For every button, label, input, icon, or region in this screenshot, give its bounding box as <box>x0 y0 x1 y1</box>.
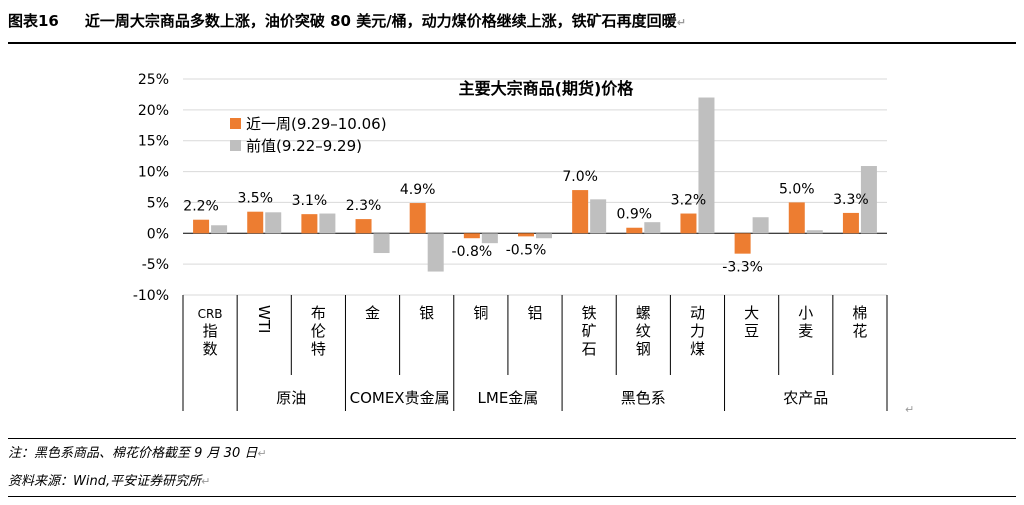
category-label: CRB 指数 <box>198 307 223 358</box>
bar-recent <box>355 219 372 234</box>
bar-previous <box>536 233 552 239</box>
bar-recent <box>463 233 480 239</box>
bar-previous <box>373 233 390 254</box>
bar-previous <box>427 233 444 272</box>
bar-recent <box>301 214 318 234</box>
bar-recent <box>193 219 210 234</box>
legend-label-previous: 前值(9.22–9.29) <box>246 137 362 155</box>
category-label: 铜 <box>473 304 488 322</box>
bar-recent <box>626 227 643 234</box>
data-label: 0.9% <box>617 207 653 223</box>
group-label: 黑色系 <box>621 389 666 407</box>
bar-recent <box>680 213 697 234</box>
bar-recent <box>409 203 426 234</box>
bar-previous <box>319 213 336 234</box>
bar-previous <box>265 212 282 234</box>
bottom-rule <box>8 496 1016 497</box>
data-label: 2.2% <box>183 199 219 215</box>
footnote-source: 资料来源：Wind,平安证券研究所↵ <box>8 474 211 489</box>
bar-previous <box>590 199 607 234</box>
y-tick-label: 15% <box>138 134 169 150</box>
category-label: 铝 <box>527 304 542 322</box>
header-rule <box>8 42 1016 44</box>
y-tick-label: -5% <box>142 257 169 273</box>
category-label: 金 <box>365 304 380 322</box>
bar-previous <box>752 217 769 234</box>
paragraph-mark-icon: ↵ <box>257 447 267 460</box>
figure-title: 近一周大宗商品多数上涨，油价突破 80 美元/桶，动力煤价格继续上涨，铁矿石再度… <box>84 12 677 30</box>
data-label: 3.5% <box>237 191 273 207</box>
category-label: 动力煤 <box>690 304 705 358</box>
category-label: 大豆 <box>744 304 759 340</box>
bar-recent <box>788 202 805 234</box>
category-label: 铁矿石 <box>582 304 597 358</box>
legend-swatch-previous <box>230 140 241 151</box>
data-label: 4.9% <box>400 182 436 198</box>
group-label: 农产品 <box>783 389 828 407</box>
category-label: 布伦特 <box>311 304 326 358</box>
group-label: 原油 <box>276 389 306 407</box>
chart-title: 主要大宗商品(期货)价格 <box>459 79 635 98</box>
category-label: 银 <box>419 304 434 322</box>
paragraph-mark-icon: ↵ <box>201 475 211 488</box>
group-label: LME金属 <box>478 389 539 407</box>
data-label: 3.3% <box>833 192 869 208</box>
data-label: -0.8% <box>452 244 493 260</box>
data-label: 3.1% <box>292 193 328 209</box>
paragraph-mark-icon: ↵ <box>676 16 686 29</box>
data-label: 3.2% <box>671 193 707 209</box>
data-label: -3.3% <box>722 260 763 276</box>
bar-previous <box>211 225 228 234</box>
bar-recent <box>518 233 534 237</box>
legend-label-recent: 近一周(9.29–10.06) <box>246 115 387 133</box>
legend-swatch-recent <box>230 118 241 129</box>
bar-recent <box>572 190 589 234</box>
y-tick-label: 20% <box>138 103 169 119</box>
data-label: 5.0% <box>779 181 815 197</box>
data-label: 7.0% <box>562 169 598 185</box>
figure-header: 图表16 近一周大宗商品多数上涨，油价突破 80 美元/桶，动力煤价格继续上涨，铁… <box>8 4 1024 38</box>
bar-previous <box>806 230 823 234</box>
bar-previous <box>481 233 498 244</box>
category-label: 小麦 <box>798 304 813 340</box>
group-label: COMEX贵金属 <box>350 389 450 407</box>
category-label: 棉花 <box>852 304 867 340</box>
footnote-note: 注：黑色系商品、棉花价格截至 9 月 30 日↵ <box>8 446 267 461</box>
paragraph-mark-icon: ↵ <box>905 403 914 416</box>
y-tick-label: 25% <box>138 72 169 88</box>
y-tick-label: 0% <box>147 226 169 242</box>
category-label: WTI <box>255 305 273 333</box>
bar-recent <box>247 211 264 234</box>
bar-recent <box>842 212 859 234</box>
bar-previous <box>644 222 661 234</box>
data-label: 2.3% <box>346 198 382 214</box>
y-tick-label: 10% <box>138 165 169 181</box>
bar-previous <box>698 97 715 234</box>
category-label: 螺纹钢 <box>636 304 651 358</box>
y-tick-label: 5% <box>147 195 169 211</box>
footnote-rule <box>8 438 1016 439</box>
y-tick-label: -10% <box>133 288 169 304</box>
data-label: -0.5% <box>506 242 547 258</box>
bar-recent <box>734 233 751 254</box>
figure-number: 图表16 <box>8 12 59 30</box>
bar-previous <box>860 166 877 234</box>
